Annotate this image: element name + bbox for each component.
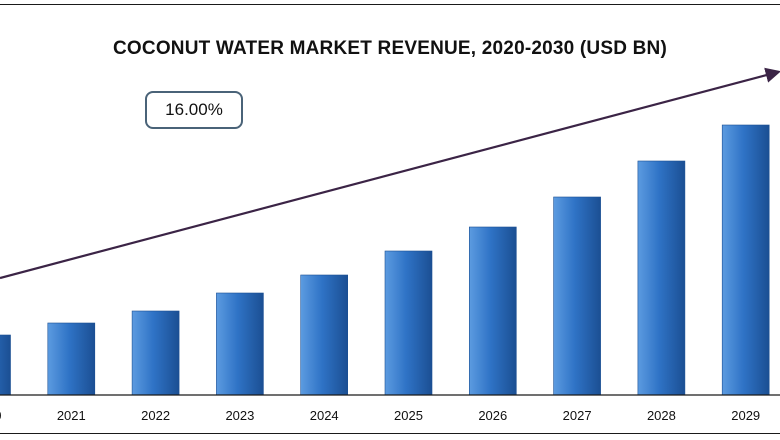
x-tick-2026: 2026 [478, 408, 507, 423]
bar-2024 [300, 274, 349, 396]
x-tick-2024: 2024 [310, 408, 339, 423]
bar-2027 [553, 196, 601, 396]
x-tick-2023: 2023 [225, 408, 254, 423]
x-tick-2021: 2021 [57, 408, 86, 423]
chart-border-bottom [0, 433, 780, 434]
bar-2028 [637, 160, 686, 396]
bar-2021 [47, 322, 96, 396]
x-tick-2020: 2020 [0, 408, 1, 423]
x-tick-2022: 2022 [141, 408, 170, 423]
bars-group [0, 124, 770, 396]
trend-arrow [0, 67, 780, 280]
chart-border-top [0, 4, 780, 5]
x-tick-2028: 2028 [647, 408, 676, 423]
bar-2022 [131, 310, 180, 396]
x-tick-2029: 2029 [731, 408, 760, 423]
bar-2020 [0, 334, 11, 396]
bar-2025 [384, 250, 433, 396]
x-tick-labels: 2020 2021 2022 2023 2024 2025 2026 2027 2028 2029 [0, 408, 760, 423]
bar-2023 [216, 292, 264, 396]
cagr-value: 16.00% [165, 100, 223, 119]
x-tick-2025: 2025 [394, 408, 423, 423]
bar-2026 [468, 226, 517, 396]
cagr-label-box: 16.00% [145, 91, 243, 129]
chart-title: COCONUT WATER MARKET REVENUE, 2020-2030 … [113, 38, 667, 59]
bar-2029 [721, 124, 770, 396]
x-tick-2027: 2027 [563, 408, 592, 423]
